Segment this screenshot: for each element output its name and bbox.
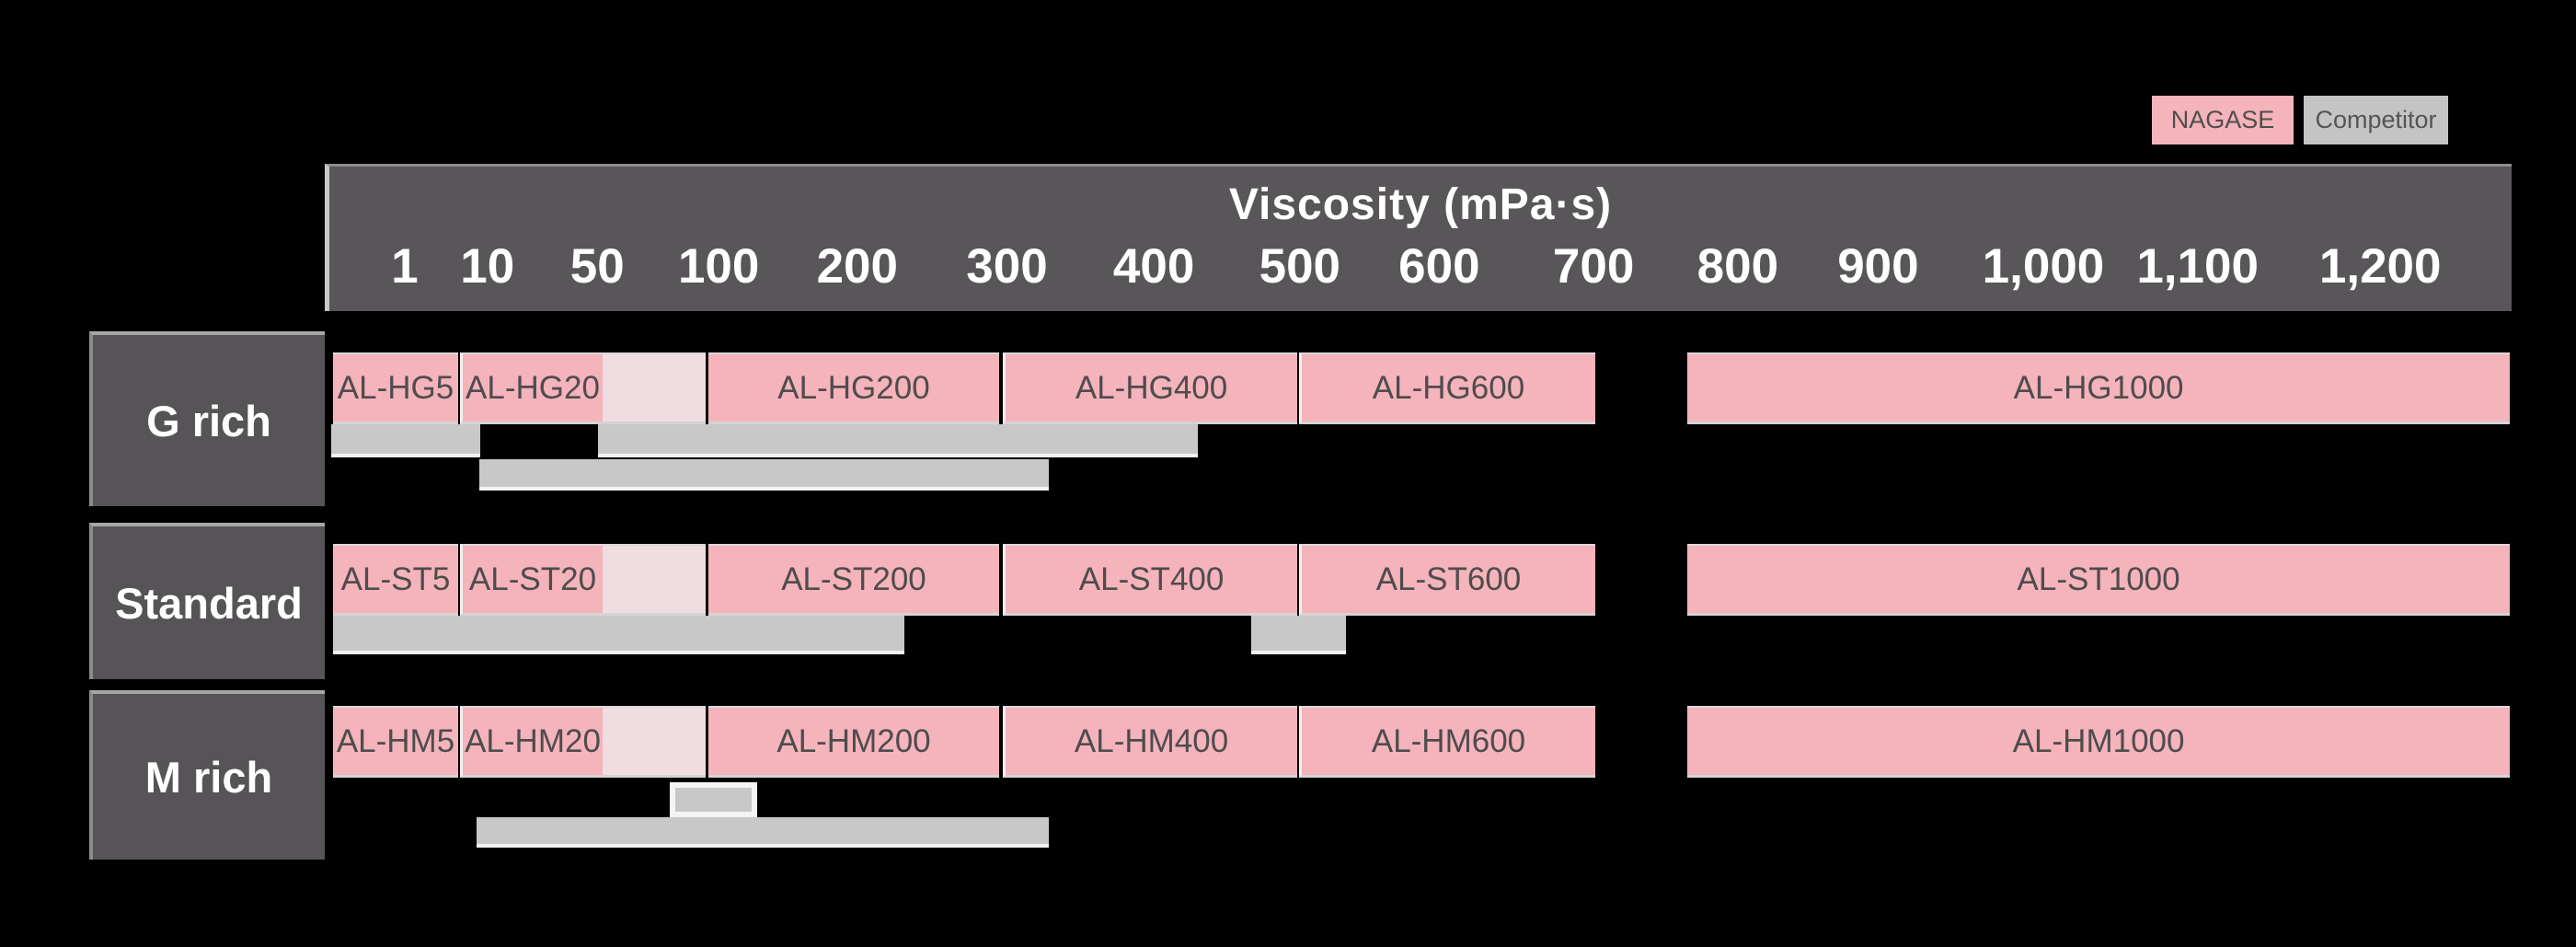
viscosity-axis-header: Viscosity (mPa·s) 1 10 50 100 200 300 40… [325,164,2512,311]
row-label-g-rich: G rich [89,331,325,506]
product-bar-al-hm200: AL-HM200 [707,706,1000,778]
product-bar-al-hg400: AL-HG400 [1003,352,1298,424]
competitor-range-bar [333,616,904,654]
competitor-range-bar [476,817,1049,848]
product-bar-al-hg200: AL-HG200 [707,352,1000,424]
tick-label-700: 700 [1552,239,1635,294]
row-label-m-rich: M rich [89,690,325,860]
tick-label-10: 10 [460,239,515,294]
product-bar-al-st5: AL-ST5 [333,544,458,616]
tick-label-200: 200 [816,239,898,294]
product-bar-al-hg5: AL-HG5 [333,352,458,424]
tick-label-300: 300 [966,239,1048,294]
tick-label-400: 400 [1112,239,1195,294]
tick-label-50: 50 [569,239,625,294]
tick-label-1200: 1,200 [2318,239,2442,294]
product-bar-al-hm600: AL-HM600 [1298,706,1596,778]
product-bar-al-hm5: AL-HM5 [333,706,458,778]
product-bar-al-hg1000: AL-HG1000 [1687,352,2511,424]
row-label-standard: Standard [89,523,325,679]
tick-label-800: 800 [1696,239,1779,294]
bar-row-m-rich: AL-HM5 AL-HM20 AL-HM200 AL-HM400 AL-HM60… [325,706,2512,862]
product-bar-al-hm20: AL-HM20 [459,706,604,778]
competitor-range-bar [1250,616,1347,654]
tick-label-900: 900 [1837,239,1919,294]
product-bar-al-st400: AL-ST400 [1003,544,1298,616]
legend-competitor-chip: Competitor [2304,96,2448,144]
tick-label-500: 500 [1259,239,1341,294]
tick-label-1000: 1,000 [1982,239,2105,294]
tick-label-1100: 1,100 [2136,239,2259,294]
axis-title: Viscosity (mPa·s) [1228,180,1613,229]
unlabeled-range-segment [603,706,707,778]
competitor-range-bar [330,424,480,457]
product-bar-al-st20: AL-ST20 [459,544,604,616]
unlabeled-range-segment [603,544,707,616]
product-bar-al-hm400: AL-HM400 [1003,706,1298,778]
bar-row-g-rich: AL-HG5 AL-HG20 AL-HG200 AL-HG400 AL-HG60… [325,352,2512,509]
product-bar-al-st1000: AL-ST1000 [1687,544,2511,616]
competitor-range-bar [479,459,1050,491]
product-bar-al-st600: AL-ST600 [1298,544,1596,616]
legend-nagase-chip: NAGASE [2152,96,2294,144]
product-bar-al-hg600: AL-HG600 [1298,352,1596,424]
tick-label-600: 600 [1398,239,1480,294]
bar-row-standard: AL-ST5 AL-ST20 AL-ST200 AL-ST400 AL-ST60… [325,544,2512,700]
product-bar-al-st200: AL-ST200 [707,544,1000,616]
product-bar-al-hg20: AL-HG20 [459,352,604,424]
competitor-range-bar [597,424,1198,457]
tick-label-100: 100 [677,239,760,294]
tick-label-1: 1 [391,239,419,294]
unlabeled-range-segment [603,352,707,424]
competitor-range-bar [670,782,758,817]
product-bar-al-hm1000: AL-HM1000 [1687,706,2511,778]
